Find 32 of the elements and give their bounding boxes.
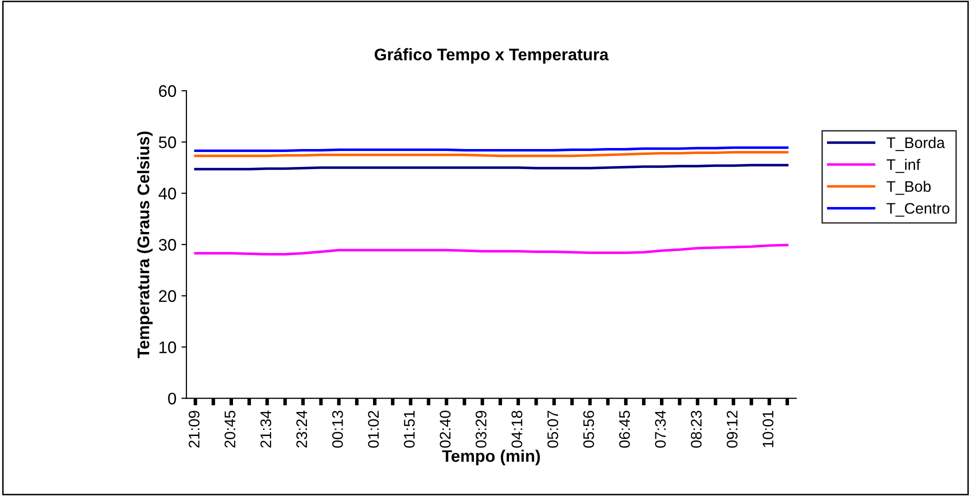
y-tick-label: 60	[159, 85, 176, 97]
x-tick-label: 20:45	[224, 410, 236, 448]
y-tick-label: 30	[158, 238, 176, 251]
x-tick-label: 01:02	[368, 410, 379, 448]
x-tick-label: 10:01	[762, 410, 774, 448]
y-tick-label: 0	[168, 392, 176, 404]
x-tick-label: 01:51	[404, 410, 415, 448]
x-tick-label: 08:23	[690, 410, 702, 448]
x-axis-title: Tempo (min)	[442, 450, 540, 466]
x-tick-label: 03:29	[476, 410, 486, 448]
y-axis-title: Temperatura (Graus Celsius)	[137, 132, 153, 358]
legend-label: T_Bob	[886, 180, 931, 195]
x-tick-label: 07:34	[654, 410, 666, 448]
chart-title: Gráfico Tempo x Temperatura	[374, 48, 609, 64]
x-tick-label: 21:09	[188, 410, 200, 448]
x-tick-label: 04:18	[512, 410, 522, 448]
y-tick-label: 20	[159, 290, 176, 302]
line-series	[194, 244, 789, 256]
legend-label: T_Borda	[886, 136, 945, 152]
y-tick-label: 50	[158, 136, 176, 148]
legend-label: T_inf	[886, 158, 920, 173]
x-tick-label: 00:13	[332, 410, 343, 448]
x-tick-label: 23:24	[296, 410, 308, 448]
y-tick-label: 40	[158, 188, 176, 200]
x-tick-label: 05:07	[547, 410, 558, 448]
legend-label: T_Centro	[886, 202, 950, 217]
y-tick-label: 10	[159, 341, 176, 354]
x-tick-label: 09:12	[726, 410, 738, 448]
x-tick-label: 06:45	[619, 410, 630, 448]
x-tick-label: 21:34	[260, 410, 272, 448]
x-tick-label: 02:40	[440, 410, 451, 448]
x-tick-label: 05:56	[583, 410, 594, 448]
